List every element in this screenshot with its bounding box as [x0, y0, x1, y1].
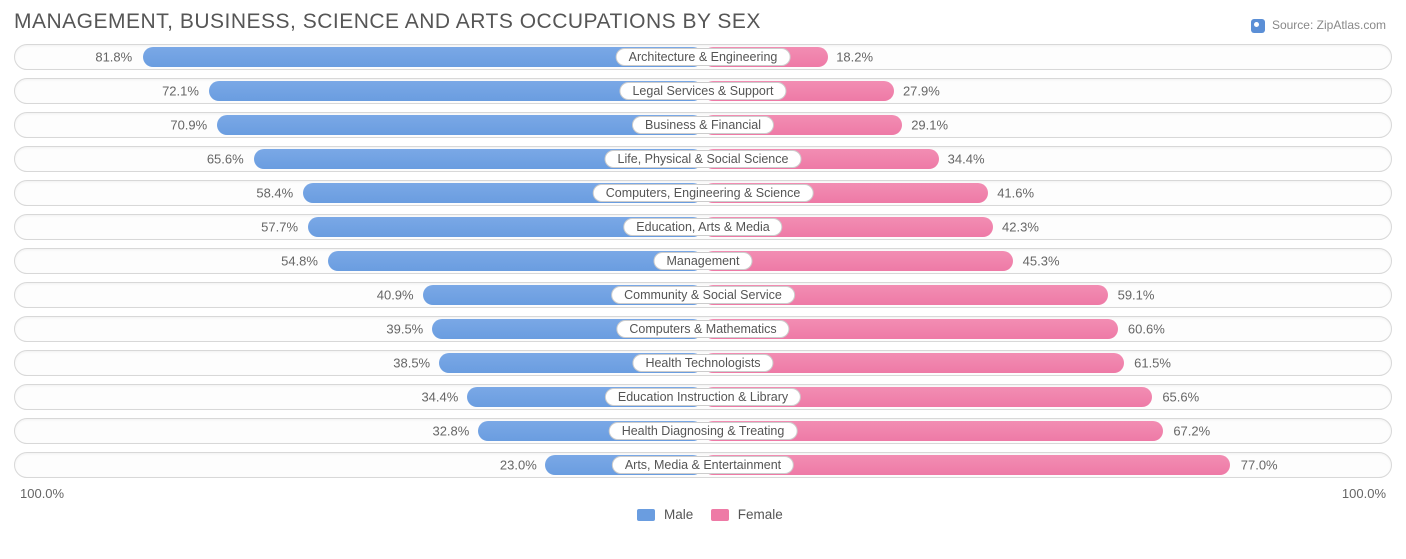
female-pct-label: 27.9% — [903, 84, 940, 99]
female-swatch-icon — [711, 509, 729, 521]
male-bar — [217, 115, 703, 135]
male-pct-label: 32.8% — [432, 424, 469, 439]
chart-row: 54.8% 45.3% Management — [14, 248, 1392, 274]
chart-row: 72.1% 27.9% Legal Services & Support — [14, 78, 1392, 104]
x-axis: 100.0% 100.0% — [14, 486, 1392, 501]
female-pct-label: 65.6% — [1162, 390, 1199, 405]
axis-left-label: 100.0% — [20, 486, 64, 501]
male-pct-label: 58.4% — [256, 186, 293, 201]
category-label: Education, Arts & Media — [623, 218, 782, 236]
source-logo-icon — [1251, 19, 1265, 33]
legend: Male Female — [14, 507, 1392, 522]
chart-row: 58.4% 41.6% Computers, Engineering & Scien… — [14, 180, 1392, 206]
legend-male-label: Male — [664, 507, 693, 522]
category-label: Computers, Engineering & Science — [593, 184, 814, 202]
chart-row: 70.9% 29.1% Business & Financial — [14, 112, 1392, 138]
chart-row: 34.4% 65.6% Education Instruction & Librar… — [14, 384, 1392, 410]
chart-row: 65.6% 34.4% Life, Physical & Social Scienc… — [14, 146, 1392, 172]
chart-row: 40.9% 59.1% Community & Social Service — [14, 282, 1392, 308]
female-pct-label: 67.2% — [1173, 424, 1210, 439]
occupations-chart: 81.8% 18.2% Architecture & Engineering 72.1… — [14, 44, 1392, 478]
chart-row: 32.8% 67.2% Health Diagnosing & Treating — [14, 418, 1392, 444]
axis-right-label: 100.0% — [1342, 486, 1386, 501]
category-label: Life, Physical & Social Science — [605, 150, 802, 168]
male-bar — [328, 251, 703, 271]
male-pct-label: 38.5% — [393, 356, 430, 371]
source-label: Source: ZipAtlas.com — [1272, 18, 1386, 32]
chart-title: MANAGEMENT, BUSINESS, SCIENCE AND ARTS O… — [14, 10, 1392, 34]
category-label: Business & Financial — [632, 116, 774, 134]
male-pct-label: 54.8% — [281, 254, 318, 269]
male-pct-label: 70.9% — [170, 118, 207, 133]
chart-row: 57.7% 42.3% Education, Arts & Media — [14, 214, 1392, 240]
male-pct-label: 34.4% — [421, 390, 458, 405]
chart-row: 23.0% 77.0% Arts, Media & Entertainment — [14, 452, 1392, 478]
category-label: Arts, Media & Entertainment — [612, 456, 794, 474]
category-label: Legal Services & Support — [619, 82, 786, 100]
female-pct-label: 18.2% — [836, 50, 873, 65]
source-attribution: Source: ZipAtlas.com — [1251, 18, 1386, 33]
male-pct-label: 72.1% — [162, 84, 199, 99]
category-label: Health Diagnosing & Treating — [609, 422, 798, 440]
female-pct-label: 45.3% — [1023, 254, 1060, 269]
female-pct-label: 29.1% — [911, 118, 948, 133]
category-label: Community & Social Service — [611, 286, 795, 304]
category-label: Computers & Mathematics — [616, 320, 789, 338]
male-pct-label: 23.0% — [500, 458, 537, 473]
male-pct-label: 81.8% — [95, 50, 132, 65]
legend-female-label: Female — [738, 507, 783, 522]
female-pct-label: 34.4% — [948, 152, 985, 167]
category-label: Management — [654, 252, 753, 270]
female-pct-label: 60.6% — [1128, 322, 1165, 337]
chart-row: 38.5% 61.5% Health Technologists — [14, 350, 1392, 376]
male-pct-label: 40.9% — [377, 288, 414, 303]
male-pct-label: 65.6% — [207, 152, 244, 167]
chart-row: 39.5% 60.6% Computers & Mathematics — [14, 316, 1392, 342]
male-swatch-icon — [637, 509, 655, 521]
category-label: Health Technologists — [632, 354, 773, 372]
female-pct-label: 77.0% — [1241, 458, 1278, 473]
female-pct-label: 59.1% — [1118, 288, 1155, 303]
female-pct-label: 61.5% — [1134, 356, 1171, 371]
category-label: Architecture & Engineering — [616, 48, 791, 66]
male-pct-label: 39.5% — [386, 322, 423, 337]
category-label: Education Instruction & Library — [605, 388, 801, 406]
male-pct-label: 57.7% — [261, 220, 298, 235]
female-pct-label: 41.6% — [997, 186, 1034, 201]
female-pct-label: 42.3% — [1002, 220, 1039, 235]
chart-row: 81.8% 18.2% Architecture & Engineering — [14, 44, 1392, 70]
